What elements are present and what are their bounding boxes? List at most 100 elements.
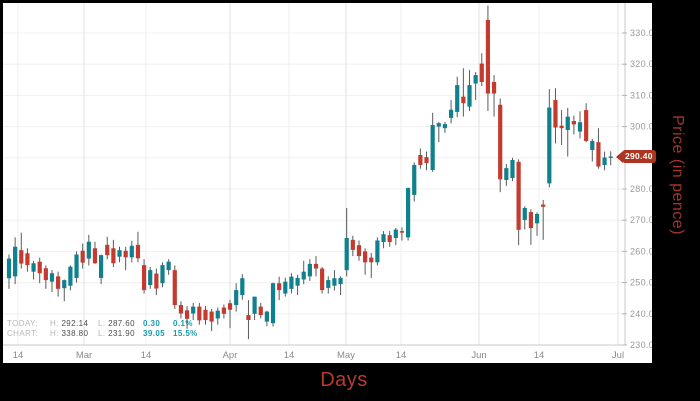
- legend-chart-change: 39.05: [143, 329, 166, 338]
- candle-body: [92, 248, 98, 264]
- candle-body: [313, 263, 319, 269]
- candle-body: [74, 254, 79, 278]
- candle-body: [99, 255, 104, 278]
- candle-body: [13, 246, 18, 277]
- candle-body: [596, 142, 601, 167]
- x-tick-label: 14: [141, 350, 152, 361]
- legend-today-change-pct: 0.1%: [173, 319, 193, 328]
- y-axis-title: Price (in pence): [669, 114, 686, 236]
- candle-body: [6, 258, 12, 279]
- candle-body: [270, 283, 276, 324]
- candle-body: [375, 240, 380, 263]
- candle-body: [491, 81, 497, 94]
- candle-body: [473, 75, 478, 84]
- x-tick-label: Jul: [612, 350, 624, 361]
- candle-body: [221, 307, 226, 314]
- candle-body: [350, 239, 355, 250]
- y-tick-label: 280.00: [630, 184, 652, 194]
- horizontal-gridlines: [3, 32, 625, 315]
- candle-body: [571, 120, 576, 125]
- candle-body: [197, 306, 202, 321]
- candle-body: [123, 250, 128, 258]
- current-price-tag: 290.40: [616, 150, 656, 163]
- candle-body: [160, 265, 165, 284]
- candle-body: [393, 229, 398, 238]
- candle-body: [448, 109, 454, 118]
- candle-body: [141, 265, 147, 291]
- legend-chart-low: L: 231.90: [98, 329, 135, 338]
- y-tick-label: 240.00: [630, 309, 652, 319]
- candle-body: [522, 208, 527, 220]
- candle-body: [547, 107, 552, 184]
- candle-body: [608, 156, 613, 158]
- candle-body: [258, 306, 263, 316]
- legend-row-chart: CHART: H: 338.80 L: 231.90 39.05 15.5%: [7, 329, 198, 339]
- candle-body: [240, 278, 245, 296]
- y-tick-label: 260.00: [630, 246, 652, 256]
- candles: [6, 5, 613, 340]
- candle-body: [135, 244, 141, 259]
- candle-body: [80, 250, 85, 263]
- candle-body: [387, 235, 392, 243]
- y-tick-label: 320.00: [630, 59, 652, 69]
- candle-body: [541, 204, 546, 207]
- candle-body: [129, 245, 134, 258]
- candle-body: [203, 309, 208, 321]
- y-tick-label: 230.00: [630, 340, 652, 350]
- candle-body: [19, 250, 24, 264]
- x-tick-label: 14: [284, 350, 295, 361]
- candle-body: [25, 253, 30, 266]
- candle-body: [227, 303, 233, 310]
- candle-body: [31, 263, 36, 272]
- candle-body: [320, 268, 325, 291]
- candle-body: [406, 188, 411, 238]
- candle-body: [37, 261, 42, 274]
- candle-body: [338, 277, 343, 285]
- candle-body: [510, 159, 515, 179]
- candle-body: [283, 281, 288, 294]
- candle-body: [504, 168, 509, 180]
- candle-body: [332, 278, 337, 286]
- candle-body: [184, 310, 190, 319]
- candle-body: [117, 250, 122, 257]
- candle-body: [234, 290, 239, 306]
- candle-body: [209, 311, 214, 322]
- candle-body: [62, 280, 67, 289]
- legend-today-change: 0.30: [143, 319, 161, 328]
- candle-body: [553, 100, 558, 128]
- candle-body: [111, 248, 116, 264]
- legend-today-high: H: 292.14: [50, 319, 89, 328]
- plot-area: 14 Mar 14 Apr 14 May 14 Jun 14 Jul 330.00 320.00 310…: [3, 3, 656, 363]
- candle-body: [307, 263, 312, 277]
- candle-body: [191, 306, 196, 314]
- candle-body: [528, 212, 533, 228]
- candle-body: [301, 271, 306, 280]
- legend-today-low: L: 287.60: [98, 319, 135, 328]
- candle-body: [467, 85, 472, 107]
- candle-body: [485, 19, 491, 94]
- candle-body: [264, 311, 269, 322]
- x-tick-label: 14: [534, 350, 545, 361]
- candle-body: [277, 283, 282, 291]
- candle-body: [172, 270, 177, 306]
- candle-body: [584, 110, 589, 141]
- candle-body: [436, 123, 441, 127]
- candle-body: [412, 164, 417, 195]
- x-axis-title: Days: [320, 369, 368, 391]
- candle-body: [86, 241, 91, 259]
- x-tick-label: Jun: [471, 350, 486, 361]
- x-tick-label: 14: [396, 350, 407, 361]
- candle-body: [326, 280, 331, 288]
- candle-body: [363, 251, 368, 263]
- y-tick-label: 250.00: [630, 278, 652, 288]
- candle-body: [344, 237, 349, 271]
- vertical-gridlines: [17, 3, 619, 345]
- y-tick-label: 310.00: [630, 90, 652, 100]
- candle-body: [148, 270, 153, 286]
- y-axis-labels: 330.00 320.00 310.00 300.00 280.00 270.00 260.…: [622, 28, 652, 350]
- candle-body: [246, 315, 251, 321]
- legend-today-label: TODAY:: [7, 319, 39, 328]
- candle-body: [252, 296, 257, 314]
- candle-body: [577, 122, 583, 132]
